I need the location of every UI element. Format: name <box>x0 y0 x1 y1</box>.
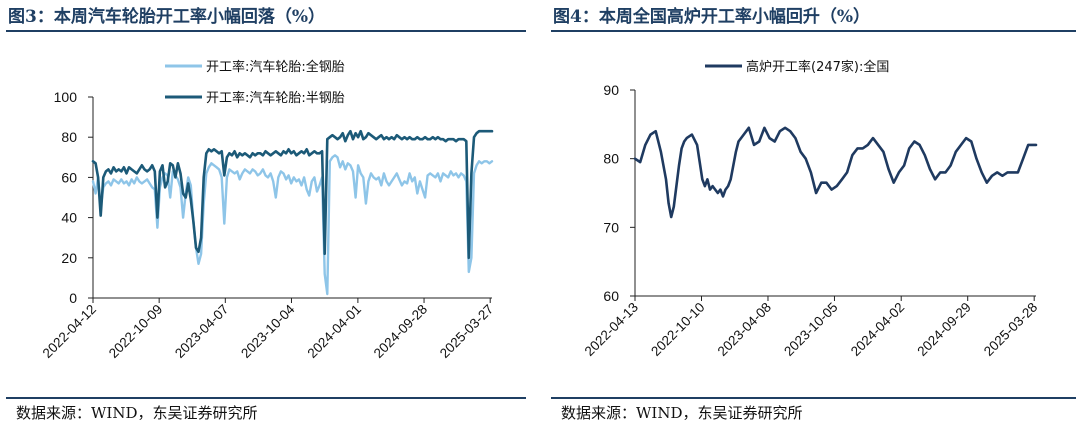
x-tick-label: 2023-04-08 <box>715 300 774 359</box>
x-tick-label: 2023-04-07 <box>172 302 231 361</box>
y-tick-label: 80 <box>61 129 77 145</box>
chart-panel-tire: 图3：本周汽车轮胎开工率小幅回落（%） 0 20 40 60 80 100 2022-04-… <box>0 0 532 429</box>
tire-chart-svg: 0 20 40 60 80 100 2022-04-12 2022-10-09 2023-04-… <box>40 59 497 361</box>
y-tick-label: 100 <box>54 89 78 105</box>
title-rule <box>551 30 1076 32</box>
chart-title: 图3：本周汽车轮胎开工率小幅回落（%） <box>8 7 325 27</box>
y-tick-label: 0 <box>69 290 77 306</box>
x-tick-label: 2022-10-09 <box>106 302 165 361</box>
x-tick-label: 2024-04-01 <box>305 302 364 361</box>
y-tick-label: 60 <box>603 288 619 304</box>
legend-label-semi-steel: 开工率:汽车轮胎:半钢胎 <box>206 90 345 106</box>
y-tick-label: 60 <box>61 169 77 185</box>
y-tick-label: 90 <box>603 82 619 98</box>
x-tick-label: 2022-04-13 <box>582 300 641 359</box>
x-tick-label: 2023-10-04 <box>238 301 298 361</box>
x-tick-label: 2022-04-12 <box>40 302 99 361</box>
chart-title: 图4：本周全国高炉开工率小幅回升（%） <box>553 7 870 27</box>
legend-label-blast-furnace: 高炉开工率(247家):全国 <box>746 59 889 75</box>
chart-panel-blast-furnace: 图4：本周全国高炉开工率小幅回升（%） 60 70 80 90 2022-04-13 20… <box>545 0 1080 429</box>
x-tick-label: 2024-09-28 <box>371 302 430 361</box>
series-line-0 <box>91 154 494 296</box>
x-tick-label: 2023-10-05 <box>781 300 840 359</box>
chart-source: 数据来源：WIND，东吴证券研究所 <box>561 404 803 422</box>
y-tick-label: 80 <box>603 151 619 167</box>
series-line-1 <box>91 129 494 260</box>
series-line-0 <box>633 126 1038 219</box>
x-tick-label: 2024-04-02 <box>848 300 907 359</box>
y-tick-label: 40 <box>61 210 77 226</box>
x-tick-label: 2025-03-27 <box>437 302 496 361</box>
x-tick-label: 2025-03-28 <box>981 300 1040 359</box>
chart-legend: 开工率:汽车轮胎:全钢胎 开工率:汽车轮胎:半钢胎 <box>165 59 345 106</box>
y-tick-label: 70 <box>603 219 619 235</box>
x-tick-label: 2022-10-10 <box>648 300 707 359</box>
legend-label-all-steel: 开工率:汽车轮胎:全钢胎 <box>206 59 345 75</box>
source-rule <box>551 397 1076 399</box>
source-rule <box>6 397 526 399</box>
x-tick-label: 2024-09-29 <box>914 300 973 359</box>
chart-legend: 高炉开工率(247家):全国 <box>705 59 889 75</box>
y-tick-label: 20 <box>61 250 77 266</box>
title-rule <box>6 30 526 32</box>
chart-source: 数据来源：WIND，东吴证券研究所 <box>16 404 258 422</box>
